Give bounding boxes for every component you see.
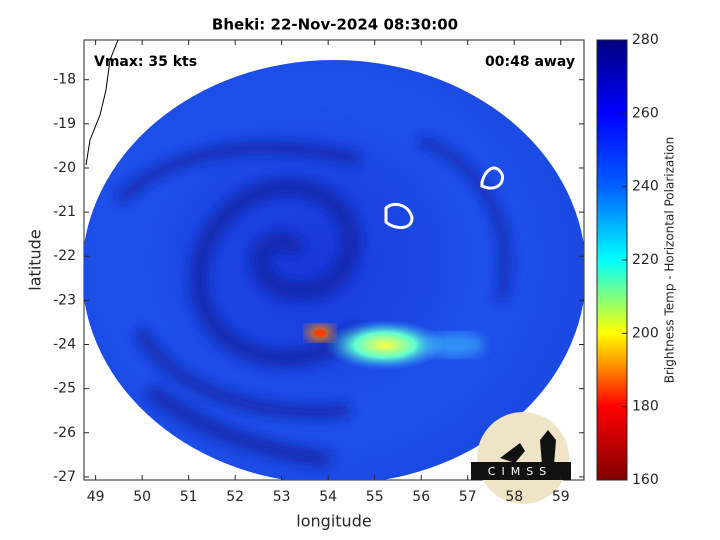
- colorbar-tick-label: 280: [632, 32, 659, 48]
- annotation: Vmax: 35 kts: [94, 54, 197, 70]
- colorbar-tick-label: 180: [632, 399, 659, 415]
- colorbar-tick-label: 220: [632, 252, 659, 268]
- contour: [384, 202, 414, 229]
- y-axis-label: latitude: [26, 229, 45, 290]
- annotation: 00:48 away: [485, 54, 575, 70]
- colorbar-tick-label: 200: [632, 325, 659, 341]
- satellite-image: [84, 60, 584, 480]
- x-axis-label: longitude: [296, 512, 371, 531]
- y-tick-label: -18: [53, 72, 76, 88]
- y-tick-label: -21: [53, 204, 76, 220]
- x-tick-label: 54: [319, 489, 337, 505]
- x-tick-label: 58: [505, 489, 523, 505]
- colorbar-label: Brightness Temp - Horizontal Polarizatio…: [663, 137, 677, 384]
- y-tick-label: -19: [53, 116, 76, 132]
- coastline: [85, 39, 119, 166]
- x-tick-label: 55: [366, 489, 384, 505]
- y-tick-label: -20: [53, 160, 76, 176]
- colorbar-tick-label: 260: [632, 105, 659, 121]
- x-tick-label: 51: [180, 489, 198, 505]
- chart-title: Bheki: 22-Nov-2024 08:30:00: [212, 16, 458, 34]
- y-tick-label: -22: [53, 248, 76, 264]
- logo: [471, 412, 571, 504]
- y-tick-label: -23: [53, 292, 76, 308]
- y-tick-label: -27: [53, 469, 76, 485]
- y-tick-label: -25: [53, 381, 76, 397]
- x-tick-label: 56: [412, 489, 430, 505]
- logo-text: CIMSS: [488, 465, 552, 478]
- x-tick-label: 49: [87, 489, 105, 505]
- x-tick-label: 52: [226, 489, 244, 505]
- x-tick-label: 53: [273, 489, 291, 505]
- y-tick-label: -26: [53, 425, 76, 441]
- contour: [480, 166, 505, 190]
- x-tick-label: 59: [552, 489, 570, 505]
- x-tick-label: 50: [133, 489, 151, 505]
- colorbar-tick-label: 240: [632, 179, 659, 195]
- x-tick-label: 57: [459, 489, 477, 505]
- colorbar-tick-label: 160: [632, 472, 659, 488]
- y-tick-label: -24: [53, 337, 76, 353]
